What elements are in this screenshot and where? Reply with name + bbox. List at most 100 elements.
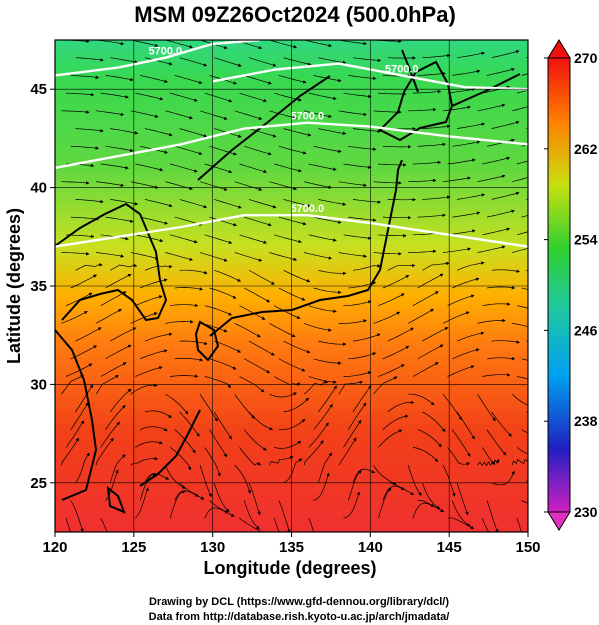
streamline xyxy=(348,216,377,222)
streamline xyxy=(338,110,367,117)
streamline xyxy=(95,252,125,258)
streamline xyxy=(75,452,90,484)
streamline xyxy=(348,145,377,151)
coast-taiwan xyxy=(106,485,126,514)
coast-china-south xyxy=(55,329,98,501)
streamline xyxy=(348,352,377,360)
streamline xyxy=(486,67,515,76)
streamline xyxy=(417,273,444,289)
streamline xyxy=(412,291,439,307)
streamline xyxy=(179,411,200,437)
streamline xyxy=(422,124,451,129)
streamline xyxy=(352,385,372,413)
streamline xyxy=(313,145,342,153)
height-contour xyxy=(55,214,528,248)
streamline xyxy=(75,199,104,204)
streamline xyxy=(304,181,332,189)
streamline xyxy=(442,105,471,112)
streamline xyxy=(521,214,528,218)
streamline xyxy=(526,477,528,483)
streamline xyxy=(213,482,230,513)
streamline xyxy=(447,365,475,377)
streamline xyxy=(214,57,242,67)
streamline xyxy=(516,305,528,309)
streamline xyxy=(204,163,233,174)
streamline xyxy=(382,215,412,220)
plot-area: 5700.0 5700.0 5700.0 5700.0 xyxy=(55,40,528,532)
streamline xyxy=(75,327,102,342)
streamline xyxy=(521,429,528,434)
streamline xyxy=(486,209,515,218)
streamline xyxy=(338,181,367,187)
streamline xyxy=(477,394,496,422)
streamline xyxy=(243,500,260,530)
streamline xyxy=(491,50,520,59)
streamline xyxy=(130,252,159,260)
streamline xyxy=(456,261,485,271)
streamline xyxy=(105,216,134,223)
streamline xyxy=(130,383,158,395)
streamline xyxy=(378,163,407,167)
streamline xyxy=(243,429,267,451)
streamline xyxy=(417,344,444,360)
streamline xyxy=(338,319,367,324)
streamline xyxy=(170,92,198,102)
streamline xyxy=(387,400,415,413)
colorbar-tick-label: 230 xyxy=(574,504,598,520)
streamline xyxy=(481,518,490,532)
streamline xyxy=(442,247,471,253)
streamline xyxy=(248,57,277,67)
streamline xyxy=(303,380,329,395)
x-tick-label: 145 xyxy=(437,539,462,556)
streamline xyxy=(283,199,312,208)
streamline xyxy=(491,470,515,486)
streamline xyxy=(318,269,347,276)
streamline xyxy=(422,327,449,342)
streamline xyxy=(378,293,405,307)
streamline xyxy=(179,199,208,209)
streamline xyxy=(387,263,416,271)
colorbar-tick-label: 270 xyxy=(574,50,598,66)
streamline xyxy=(408,393,435,406)
streamline xyxy=(130,110,159,118)
streamline xyxy=(278,216,307,226)
streamline xyxy=(170,234,198,244)
coast-kyushu xyxy=(194,320,220,362)
streamline xyxy=(75,384,94,413)
streamline xyxy=(516,231,528,236)
streamline xyxy=(452,140,481,147)
streamline xyxy=(244,145,272,156)
x-tick-label: 125 xyxy=(121,539,146,556)
streamline xyxy=(318,340,347,346)
streamline xyxy=(274,234,302,244)
streamline xyxy=(486,285,516,290)
streamline xyxy=(170,163,198,173)
y-axis: 25 30 35 40 45 xyxy=(30,81,55,492)
streamline xyxy=(486,356,516,361)
streamline xyxy=(274,440,302,449)
coast-kurils xyxy=(451,73,521,107)
streamline xyxy=(308,234,337,242)
streamline xyxy=(248,128,277,138)
coast-sakhalin xyxy=(401,49,419,93)
streamline xyxy=(95,110,125,117)
streamline xyxy=(412,447,439,462)
streamline xyxy=(352,57,382,63)
streamline xyxy=(378,92,407,96)
streamline xyxy=(283,269,311,283)
streamline xyxy=(338,437,357,466)
credit-line-1: Drawing by DCL (https://www.gfd-dennou.o… xyxy=(149,596,449,608)
streamline xyxy=(308,163,337,171)
streamline xyxy=(516,89,528,94)
streamline xyxy=(442,311,470,324)
streamline xyxy=(139,349,168,360)
streamline xyxy=(447,447,470,466)
streamline xyxy=(199,394,218,422)
streamline xyxy=(278,500,291,532)
streamline xyxy=(269,40,298,49)
streamline xyxy=(244,75,272,85)
streamline xyxy=(511,393,528,406)
streamline xyxy=(204,92,233,103)
coast-honshu xyxy=(209,159,403,337)
streamline xyxy=(338,40,367,46)
